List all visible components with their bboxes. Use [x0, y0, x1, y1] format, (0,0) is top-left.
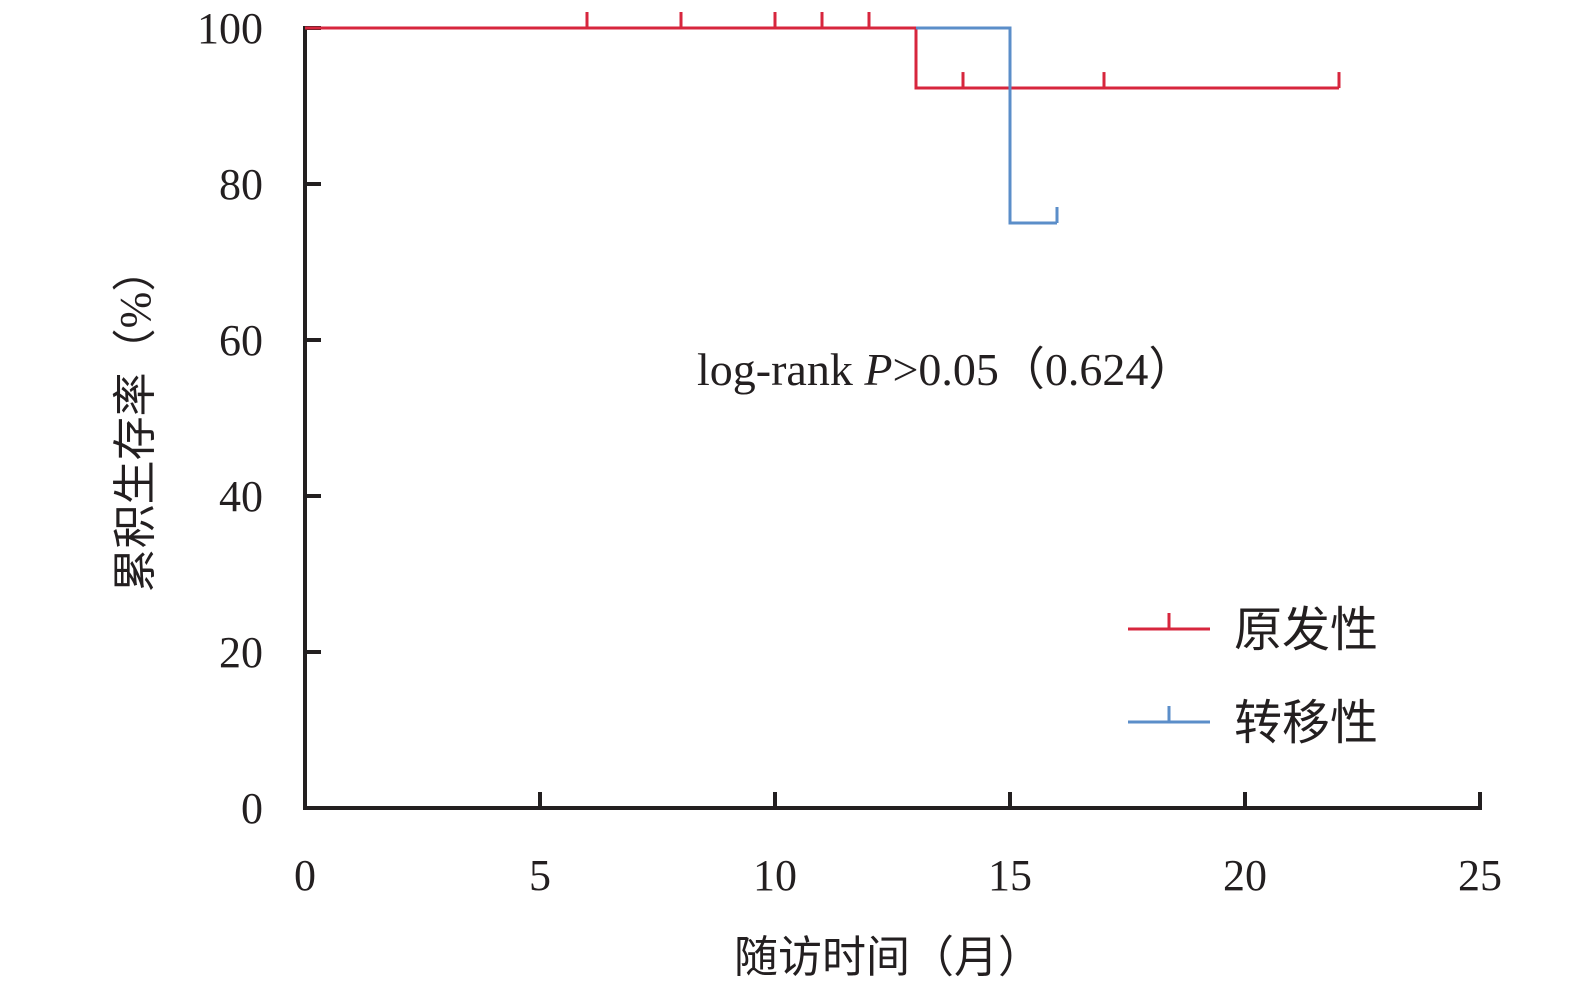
survival-curve — [305, 26, 1339, 90]
log-rank-annotation: log-rank P>0.05（0.624） — [697, 344, 1194, 395]
y-tick-label: 60 — [219, 316, 263, 365]
series-2 — [916, 26, 1059, 225]
y-tick-label: 20 — [219, 628, 263, 677]
annotation-p-symbol: P — [863, 344, 892, 395]
legend-item: 原发性 — [1128, 604, 1378, 657]
annotation-prefix: log-rank — [697, 344, 864, 395]
series-1 — [305, 12, 1341, 90]
y-tick-label: 100 — [197, 4, 263, 53]
y-tick-label: 80 — [219, 160, 263, 209]
x-tick-label: 15 — [988, 851, 1032, 900]
legend-label: 原发性 — [1234, 604, 1378, 657]
plot-area — [303, 26, 1482, 810]
x-axis-ticks: 0 5 10 15 20 25 — [294, 792, 1502, 900]
x-tick-label: 0 — [294, 851, 316, 900]
y-tick-label: 0 — [241, 784, 263, 833]
y-axis-title: 累积生存率（%） — [111, 248, 160, 593]
survival-curve — [916, 26, 1057, 225]
x-tick-label: 5 — [529, 851, 551, 900]
x-axis-title: 随访时间（月） — [734, 933, 1042, 982]
x-tick-label: 20 — [1223, 851, 1267, 900]
legend-label: 转移性 — [1234, 697, 1378, 750]
y-axis-ticks: 0 20 40 60 80 100 — [197, 4, 321, 833]
series-layer — [305, 12, 1341, 225]
annotation-suffix: >0.05（0.624） — [892, 344, 1194, 395]
legend-item: 转移性 — [1128, 697, 1378, 750]
x-tick-label: 25 — [1458, 851, 1502, 900]
x-tick-label: 10 — [753, 851, 797, 900]
y-tick-label: 40 — [219, 472, 263, 521]
